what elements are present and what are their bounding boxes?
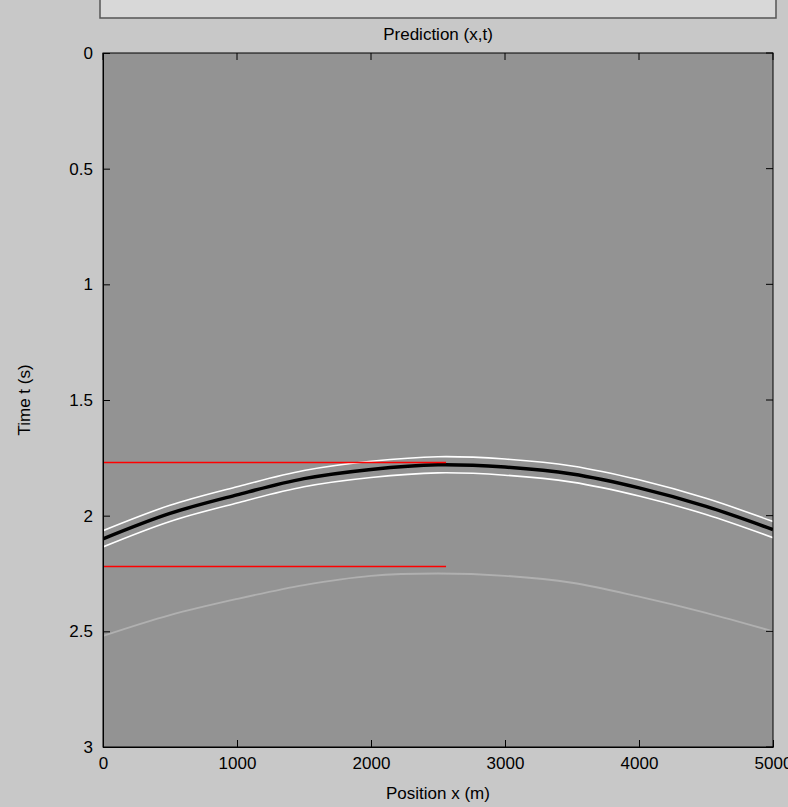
y-tick-label: 0.5 (69, 160, 93, 179)
y-tick-label: 0 (84, 44, 93, 63)
x-tick-mark-top (639, 53, 640, 60)
y-tick-mark (103, 516, 110, 517)
y-tick-mark-right (766, 168, 773, 169)
x-tick-label: 4000 (621, 754, 659, 773)
y-tick-mark (103, 284, 110, 285)
y-tick-mark-right (766, 631, 773, 632)
plot-frame (103, 53, 773, 747)
figure: 0 1000 2000 3000 4000 5000 0 0.5 1 1.5 2 2.5 3 Predic… (0, 0, 788, 807)
y-tick-label: 2.5 (69, 622, 93, 641)
x-tick-mark-top (505, 53, 506, 60)
y-tick-label: 1.5 (69, 391, 93, 410)
upper-panel-edge (100, 0, 776, 18)
plot: 0 1000 2000 3000 4000 5000 0 0.5 1 1.5 2 2.5 3 (69, 44, 788, 773)
y-tick-mark-right (766, 400, 773, 401)
x-tick: 4000 (621, 740, 659, 773)
y-tick: 2.5 (69, 622, 110, 641)
x-tick-mark (371, 740, 372, 747)
y-tick: 1.5 (69, 391, 110, 410)
marks (103, 457, 773, 636)
reference-line (103, 462, 446, 464)
x-tick-label: 5000 (755, 754, 788, 773)
event-line (103, 473, 773, 547)
x-tick-mark (505, 740, 506, 747)
y-tick-mark (103, 400, 110, 401)
y-tick-label: 1 (84, 275, 93, 294)
reference-line (103, 566, 446, 568)
plot-background (103, 53, 773, 747)
y-tick-mark-right (766, 515, 773, 516)
x-tick: 2000 (353, 740, 391, 773)
event-line (103, 457, 773, 531)
x-tick-label: 3000 (487, 754, 525, 773)
y-tick: 0.5 (69, 160, 110, 179)
title: Prediction (x,t) (383, 25, 493, 44)
event-line (103, 574, 773, 636)
y-tick-label: 2 (84, 507, 93, 526)
x-axis: 0 1000 2000 3000 4000 5000 (99, 740, 788, 773)
figure-background (0, 0, 788, 807)
x-tick-mark-top (237, 53, 238, 60)
y-tick-mark-right (766, 284, 773, 285)
event-line (103, 465, 773, 539)
x-tick-mark (237, 740, 238, 747)
x-tick: 3000 (487, 740, 525, 773)
y-tick-label: 3 (84, 738, 93, 757)
y-tick-mark (103, 169, 110, 170)
x-tick-label: 2000 (353, 754, 391, 773)
y-tick-mark (103, 631, 110, 632)
y-tick: 2 (84, 507, 110, 526)
y-axis: 0 0.5 1 1.5 2 2.5 3 (69, 44, 110, 757)
x-tick: 5000 (755, 740, 788, 773)
x-tick-label: 0 (99, 754, 108, 773)
x-tick-label: 1000 (219, 754, 257, 773)
x-axis-title: Position x (m) (386, 784, 490, 803)
x-tick-mark (639, 740, 640, 747)
x-tick-mark-top (371, 53, 372, 60)
y-axis-title: Time t (s) (15, 364, 34, 435)
x-tick: 1000 (219, 740, 257, 773)
y-tick: 1 (84, 275, 110, 294)
